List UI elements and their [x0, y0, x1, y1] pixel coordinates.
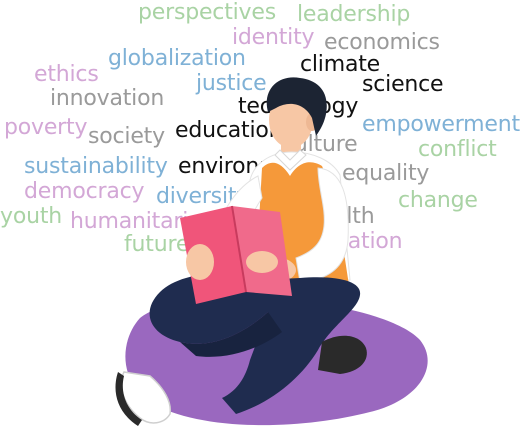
- word-diversity: diversity: [156, 184, 250, 209]
- word-democracy: democracy: [24, 179, 145, 204]
- right-thumb: [246, 251, 278, 273]
- right-shoe: [318, 335, 367, 374]
- word-economics: economics: [324, 30, 440, 55]
- word-future: future: [124, 232, 190, 257]
- collar: [274, 149, 307, 171]
- word-society: society: [88, 124, 165, 149]
- word-empowerment: empowerment: [362, 112, 520, 137]
- word-globalization: globalization: [108, 46, 246, 71]
- word-youth: youth: [0, 204, 62, 229]
- left-hand: [186, 244, 214, 280]
- word-conflict: conflict: [418, 137, 497, 162]
- word-ethics: ethics: [34, 62, 99, 87]
- left-shoe-sole: [115, 372, 142, 426]
- hair: [266, 77, 327, 136]
- word-perspectives: perspectives: [138, 0, 276, 25]
- word-sustainability: sustainability: [24, 154, 168, 179]
- pants: [149, 273, 361, 414]
- pants-shadow: [180, 312, 282, 357]
- word-poverty: poverty: [4, 115, 88, 140]
- word-climate: climate: [300, 52, 380, 77]
- word-humanitarian: humanitarian: [70, 209, 216, 234]
- word-education: education: [175, 118, 283, 143]
- word-change: change: [398, 188, 478, 213]
- word-leadership: leadership: [297, 2, 411, 27]
- word-equality: equality: [342, 161, 430, 186]
- word-science: science: [362, 72, 444, 97]
- word-justice: justice: [196, 71, 267, 96]
- word-innovation: innovation: [50, 86, 165, 111]
- word-identity: identity: [232, 25, 315, 50]
